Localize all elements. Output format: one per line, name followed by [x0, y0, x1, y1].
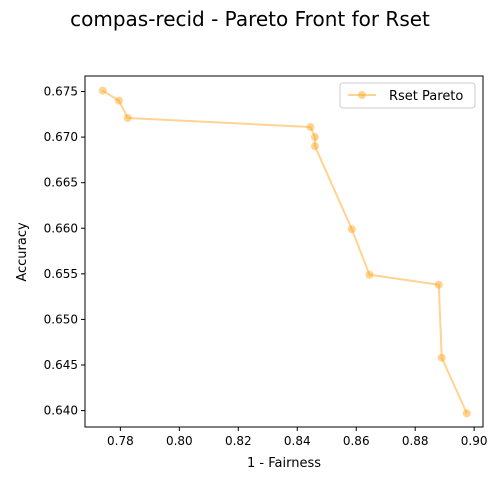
y-tick-label: 0.640	[44, 404, 78, 418]
x-tick-label: 0.88	[402, 434, 429, 448]
x-tick-label: 0.82	[225, 434, 252, 448]
x-tick-label: 0.84	[284, 434, 311, 448]
data-point	[306, 123, 315, 132]
x-axis: 0.78 0.80 0.82 0.84 0.86 0.88 0.90	[107, 427, 488, 448]
data-point	[98, 86, 107, 95]
y-tick-label: 0.665	[44, 176, 78, 190]
legend-label: Rset Pareto	[389, 89, 463, 104]
data-point	[310, 133, 319, 142]
data-point	[437, 353, 446, 362]
y-tick-label: 0.660	[44, 221, 78, 235]
y-tick-label: 0.655	[44, 267, 78, 281]
data-point	[114, 96, 123, 105]
y-axis-label: Accuracy	[15, 222, 30, 282]
x-tick-label: 0.80	[166, 434, 193, 448]
data-point	[123, 113, 132, 122]
plot-area	[84, 75, 484, 428]
legend-marker-swatch	[358, 91, 366, 99]
series-layer	[98, 86, 471, 418]
data-point	[434, 280, 443, 289]
chart-title: compas-recid - Pareto Front for Rset	[70, 7, 430, 31]
y-tick-label: 0.650	[44, 312, 78, 326]
legend-frame	[339, 82, 476, 109]
legend: Rset Pareto	[339, 82, 476, 109]
y-tick-label: 0.645	[44, 358, 78, 372]
data-point	[462, 409, 471, 418]
y-tick-label: 0.675	[44, 84, 78, 98]
y-axis: 0.640 0.645 0.650 0.655 0.660 0.665 0.670 0.675	[44, 84, 85, 418]
x-tick-label: 0.86	[343, 434, 370, 448]
data-point	[310, 142, 319, 151]
x-tick-label: 0.78	[107, 434, 134, 448]
x-tick-label: 0.90	[461, 434, 488, 448]
x-axis-label: 1 - Fairness	[247, 456, 321, 471]
data-point	[347, 225, 356, 234]
data-point	[365, 270, 374, 279]
y-tick-label: 0.670	[44, 130, 78, 144]
